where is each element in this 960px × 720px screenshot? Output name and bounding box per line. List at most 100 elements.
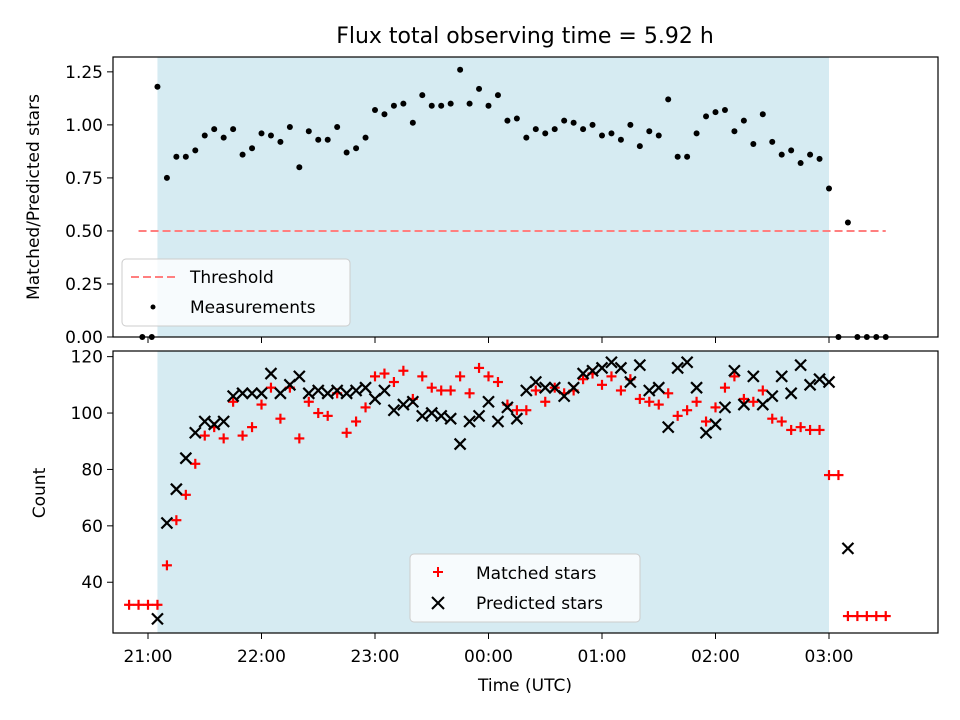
cross-b — [245, 387, 259, 400]
matched-star-point — [124, 599, 135, 610]
predicted-star-point — [737, 398, 751, 411]
matched-star-point — [360, 402, 371, 413]
measurement-point — [428, 102, 435, 109]
matched-star-point — [143, 599, 153, 610]
measurement-point — [211, 126, 218, 133]
cross-b — [236, 387, 249, 400]
predicted-star-point — [709, 418, 722, 431]
cross-b — [784, 387, 798, 400]
measurement-point — [599, 132, 605, 139]
measurement-point — [646, 128, 653, 135]
predicted-star-point — [245, 387, 259, 400]
cross-b — [718, 401, 732, 414]
cross-b — [595, 361, 609, 375]
matched-star-point — [871, 611, 882, 622]
measurement-point — [589, 121, 596, 128]
predicted-star-point — [378, 384, 391, 397]
predicted-star-point — [264, 367, 278, 380]
legend-matched-label: Matched stars — [476, 564, 596, 584]
measurement-point — [608, 130, 615, 137]
matched-star-point — [880, 611, 891, 622]
measurement-point — [636, 143, 643, 150]
measurement-point — [324, 136, 331, 143]
cross-b — [359, 381, 372, 394]
cross-b — [737, 398, 751, 411]
matched-star-point — [322, 410, 333, 421]
measurement-point — [419, 92, 426, 99]
cross-b — [311, 384, 325, 397]
measurement-point — [504, 117, 511, 124]
predicted-star-point — [340, 387, 353, 400]
predicted-star-point — [482, 395, 495, 409]
matched-star-point — [597, 379, 607, 390]
predicted-star-point — [349, 384, 363, 397]
predicted-star-point — [822, 375, 836, 389]
cross-b — [293, 370, 306, 383]
measurement-point — [201, 132, 208, 139]
predicted-star-point — [661, 420, 675, 434]
bottom-plot-frame — [112, 350, 939, 634]
matched-star-point — [842, 611, 853, 622]
predicted-star-point — [510, 412, 524, 425]
y-tick-label: 80 — [81, 460, 103, 480]
predicted-star-point — [207, 418, 221, 431]
legend-measurements-label: Measurements — [190, 298, 316, 318]
legend-predicted-swatch — [431, 596, 445, 610]
predicted-star-point — [311, 384, 325, 397]
predicted-star-point — [747, 370, 760, 383]
predicted-star-point — [728, 364, 741, 378]
chart-title: Flux total observing time = 5.92 h — [336, 24, 714, 49]
measurement-point — [362, 134, 369, 141]
predicted-star-point — [576, 367, 590, 380]
cross-b — [538, 381, 552, 394]
predicted-star-point — [586, 364, 599, 378]
matched-star-point — [417, 371, 428, 382]
legend-measurements-swatch — [150, 304, 156, 310]
predicted-star-point — [151, 612, 164, 626]
matched-star-point — [152, 599, 163, 610]
measurement-point — [721, 107, 728, 114]
cross-b — [482, 395, 495, 409]
bottom-x-ticks: 21:00 22:00 23:00 00:00 01:00 02:00 03:00 — [124, 633, 854, 667]
predicted-star-point — [624, 375, 637, 389]
measurement-point — [438, 102, 445, 109]
matched-star-point — [492, 377, 503, 388]
matched-star-point — [190, 458, 201, 469]
matched-star-point — [370, 371, 380, 382]
cross-b — [491, 415, 505, 428]
measurement-point — [580, 126, 587, 133]
cross-b — [605, 356, 618, 369]
measurement-point — [759, 111, 766, 118]
cross-b — [614, 361, 628, 375]
predicted-star-point — [416, 409, 429, 423]
y-tick-label: 1.00 — [65, 116, 103, 136]
y-tick-label: 100 — [71, 404, 103, 424]
measurement-point — [712, 109, 719, 116]
predicted-star-point — [643, 384, 656, 397]
matched-star-point — [171, 515, 182, 526]
measurement-point — [258, 130, 265, 137]
x-axis-label: Time (UTC) — [477, 676, 572, 696]
matched-star-point — [388, 377, 399, 388]
cross-b — [264, 367, 278, 380]
predicted-star-point — [529, 375, 543, 389]
predicted-star-point — [387, 403, 401, 417]
measurement-point — [523, 134, 530, 141]
cross-b — [198, 415, 212, 428]
predicted-star-point — [179, 451, 193, 465]
matched-star-point — [634, 393, 645, 404]
matched-star-point — [757, 385, 768, 396]
measurement-point — [494, 92, 501, 99]
y-tick-label: 0.75 — [65, 169, 103, 189]
measurement-point — [513, 115, 520, 122]
matched-star-point — [313, 408, 324, 419]
cross-b — [453, 437, 467, 451]
cross-b — [330, 384, 344, 397]
measurement-point — [182, 153, 189, 160]
predicted-star-point — [425, 406, 439, 420]
cross-b — [576, 367, 590, 380]
predicted-star-point — [614, 361, 628, 375]
measurement-point — [249, 145, 256, 152]
predicted-star-point — [765, 389, 779, 403]
measurement-point — [154, 83, 161, 90]
